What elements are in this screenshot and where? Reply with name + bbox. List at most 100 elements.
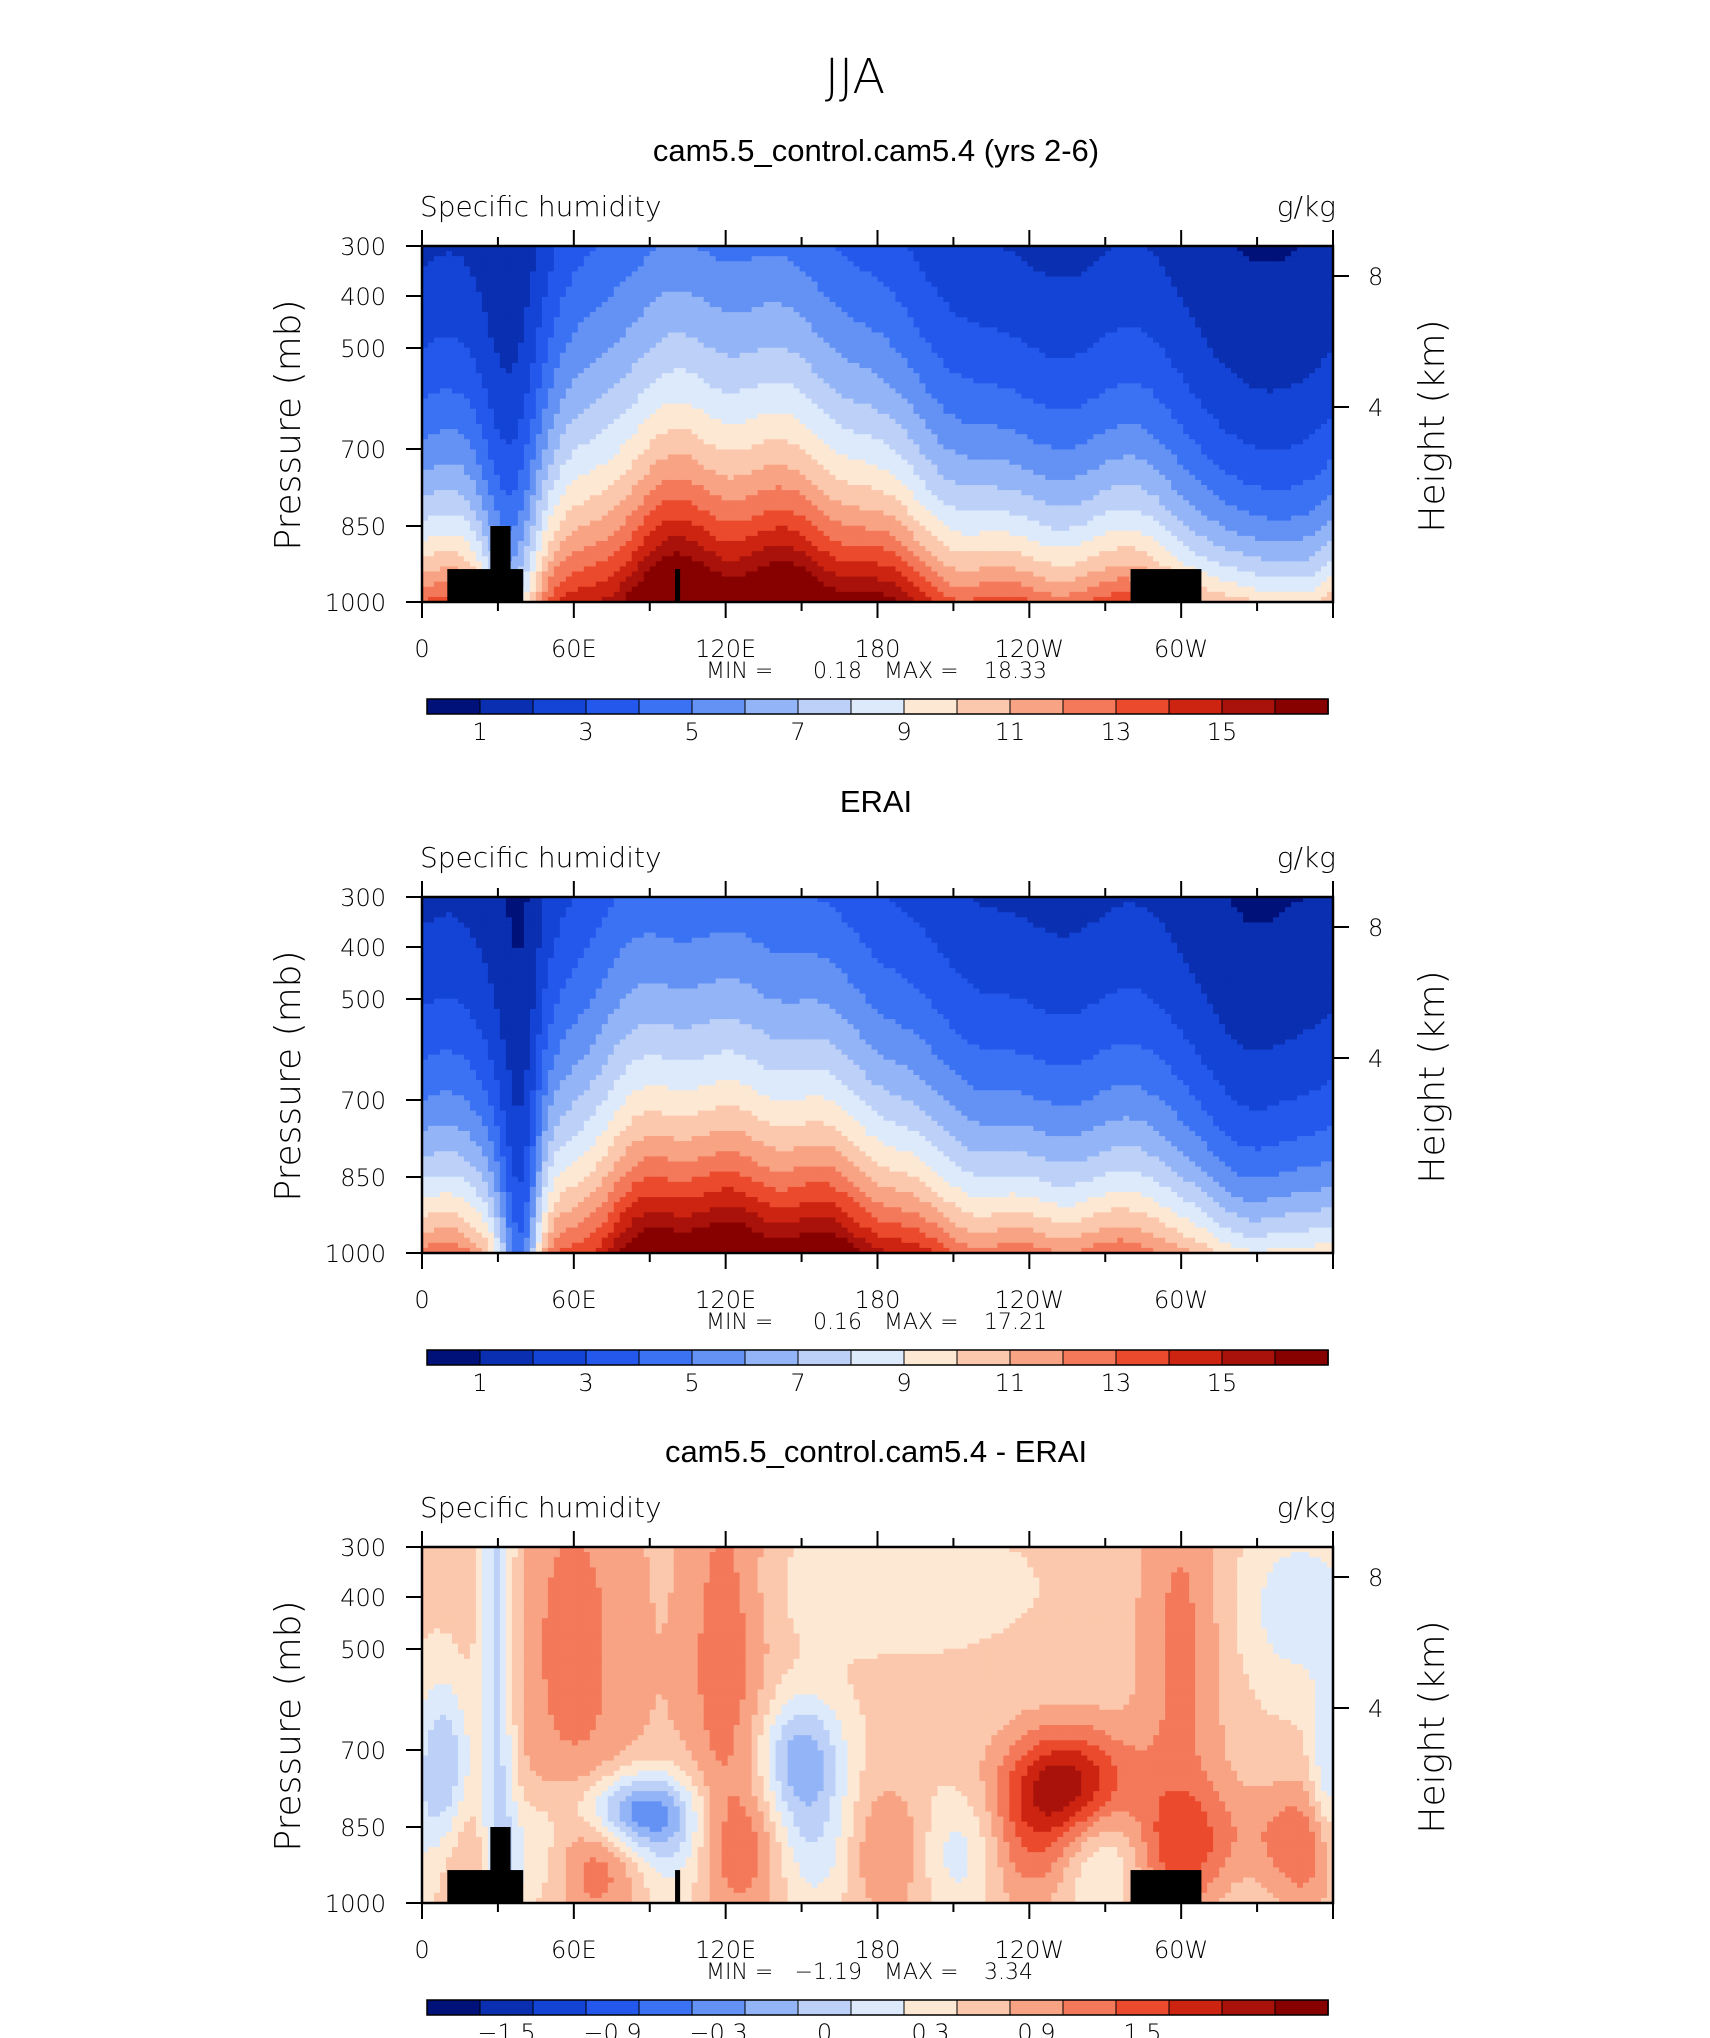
- colorbar-swatch: [1274, 1349, 1329, 1366]
- colorbar-swatch: [479, 698, 534, 715]
- min-max-readout: MIN = 0.16 MAX = 17.21: [706, 1310, 1047, 1335]
- y2-axis-label: Height (km): [1412, 319, 1453, 532]
- colorbar-swatch: [744, 698, 799, 715]
- x-tick-label: 120E: [695, 1286, 756, 1314]
- chart-panel-1: cam5.5_control.cam5.4 (yrs 2-6) Specific …: [268, 133, 1453, 746]
- colorbar-label: 3: [578, 1369, 593, 1397]
- y-axis-label: Pressure (mb): [268, 299, 309, 550]
- colorbar-swatch: [1009, 698, 1064, 715]
- y-tick-label: 850: [340, 1164, 386, 1192]
- colorbar-swatch: [426, 1999, 481, 2016]
- colorbar: −1.5 −0.9 −0.3 0 0.3 0.9 1.5: [426, 1999, 1329, 2038]
- y-axis: 300 400 500 700 850 1000 Pressure (mb): [268, 1534, 422, 1918]
- y-tick-label: 1000: [325, 589, 386, 617]
- x-tick-label: 180: [855, 1286, 901, 1314]
- colorbar-label: 5: [684, 718, 699, 746]
- colorbar-label: 13: [1101, 1369, 1132, 1397]
- x-axis: 0 60E 120E 180 120W 60W: [414, 1531, 1334, 1964]
- min-label: MIN =: [706, 1960, 773, 1985]
- variable-label: Specific humidity: [420, 190, 662, 223]
- colorbar-swatch: [850, 1999, 905, 2016]
- colorbar-label: 0.3: [911, 2019, 949, 2038]
- topography-mask: [447, 526, 1202, 602]
- colorbar-swatch: [1221, 1349, 1276, 1366]
- y-tick-label: 700: [340, 1737, 386, 1765]
- colorbar-swatch: [1115, 1349, 1170, 1366]
- colorbar-label: −0.9: [583, 2019, 641, 2038]
- colorbar-swatch: [1221, 698, 1276, 715]
- colorbar-label: 3: [578, 718, 593, 746]
- colorbar-swatch: [744, 1349, 799, 1366]
- y2-axis: 8 4 Height (km): [1333, 1564, 1453, 1834]
- y-tick-label: 300: [340, 233, 386, 261]
- colorbar-label: 0.9: [1017, 2019, 1055, 2038]
- min-value: −1.19: [795, 1960, 862, 1985]
- y-tick-label: 400: [340, 283, 386, 311]
- colorbar: 1 3 5 7 9 11 13 15: [426, 1349, 1329, 1397]
- y-tick-label: 1000: [325, 1240, 386, 1268]
- figure-title: JJA: [825, 49, 885, 105]
- colorbar-swatch: [426, 1349, 481, 1366]
- colorbar-label: 1: [472, 718, 487, 746]
- colorbar-swatch: [956, 1349, 1011, 1366]
- colorbar-swatch: [426, 698, 481, 715]
- units-label: g/kg: [1277, 190, 1336, 223]
- x-tick-label: 120W: [995, 1936, 1065, 1964]
- colorbar-label: −1.5: [477, 2019, 535, 2038]
- units-label: g/kg: [1277, 841, 1336, 874]
- min-label: MIN =: [706, 659, 773, 684]
- colorbar-label: −0.3: [689, 2019, 747, 2038]
- y2-axis: 8 4 Height (km): [1333, 263, 1453, 533]
- colorbar-label: 9: [896, 718, 911, 746]
- variable-label: Specific humidity: [420, 841, 662, 874]
- colorbar-label: 9: [896, 1369, 911, 1397]
- x-tick-label: 120W: [995, 1286, 1065, 1314]
- y-axis: 300 400 500 700 850 1000 Pressure (mb): [268, 233, 422, 617]
- x-tick-label: 120E: [695, 1936, 756, 1964]
- colorbar-label: 11: [995, 1369, 1026, 1397]
- colorbar-label: 5: [684, 1369, 699, 1397]
- min-value: 0.16: [813, 1310, 862, 1335]
- x-tick-label: 60E: [551, 635, 597, 663]
- colorbar-swatch: [903, 1349, 958, 1366]
- y-axis-label: Pressure (mb): [268, 1600, 309, 1851]
- max-value: 18.33: [984, 659, 1047, 684]
- x-tick-label: 0: [414, 1286, 429, 1314]
- colorbar-swatch: [638, 698, 693, 715]
- x-axis: 0 60E 120E 180 120W 60W: [414, 881, 1334, 1314]
- colorbar-swatch: [1168, 698, 1223, 715]
- y-tick-label: 500: [340, 1636, 386, 1664]
- colorbar-label: 15: [1207, 1369, 1238, 1397]
- colorbar-swatch: [585, 1999, 640, 2016]
- y2-tick-label: 4: [1368, 1045, 1383, 1073]
- y2-axis-label: Height (km): [1412, 970, 1453, 1183]
- colorbar-swatch: [1274, 1999, 1329, 2016]
- colorbar-swatch: [850, 698, 905, 715]
- colorbar-label: 7: [790, 718, 805, 746]
- y-tick-label: 300: [340, 884, 386, 912]
- colorbar-swatch: [585, 698, 640, 715]
- chart-title: cam5.5_control.cam5.4 - ERAI: [665, 1434, 1087, 1469]
- y2-tick-label: 4: [1368, 394, 1383, 422]
- x-tick-label: 60W: [1154, 1286, 1208, 1314]
- colorbar-label: 1: [472, 1369, 487, 1397]
- x-tick-label: 60E: [551, 1936, 597, 1964]
- colorbar-swatch: [585, 1349, 640, 1366]
- min-value: 0.18: [813, 659, 862, 684]
- colorbar-swatch: [744, 1999, 799, 2016]
- max-label: MAX =: [884, 659, 959, 684]
- x-tick-label: 60W: [1154, 635, 1208, 663]
- y2-tick-label: 8: [1368, 1564, 1383, 1592]
- colorbar-swatch: [850, 1349, 905, 1366]
- x-axis: 0 60E 120E 180 120W 60W: [414, 230, 1334, 663]
- colorbar-swatch: [1062, 1999, 1117, 2016]
- colorbar-swatch: [691, 1349, 746, 1366]
- min-max-readout: MIN = −1.19 MAX = 3.34: [706, 1960, 1033, 1985]
- colorbar-swatch: [956, 1999, 1011, 2016]
- x-tick-label: 0: [414, 1936, 429, 1964]
- y-tick-label: 700: [340, 1087, 386, 1115]
- max-value: 3.34: [984, 1960, 1033, 1985]
- colorbar-swatch: [1009, 1999, 1064, 2016]
- colorbar-swatch: [956, 698, 1011, 715]
